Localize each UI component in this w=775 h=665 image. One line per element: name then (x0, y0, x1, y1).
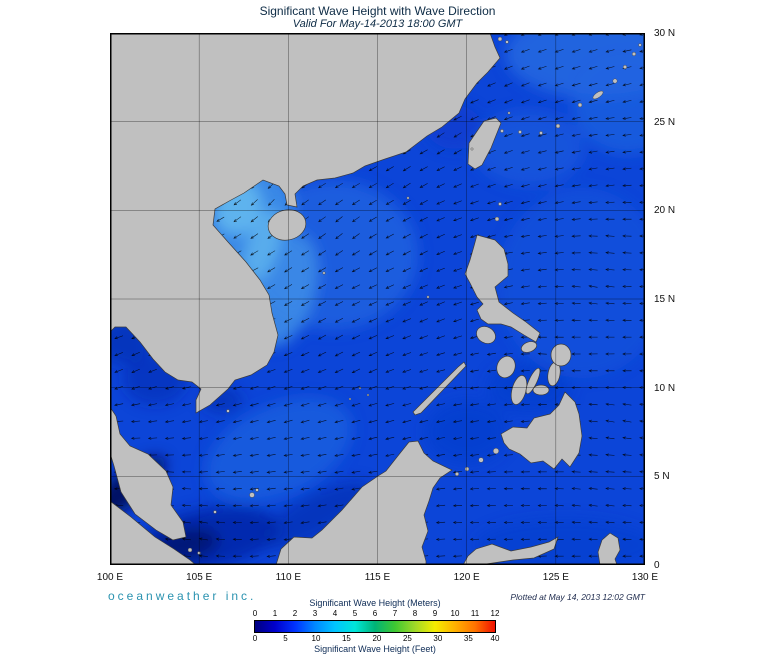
legend-meters-tick: 2 (292, 609, 298, 618)
lon-tick-label: 120 E (453, 572, 480, 583)
lon-tick-label: 125 E (542, 572, 569, 583)
lat-tick-label: 0 (654, 560, 660, 571)
legend-meters-tick: 5 (352, 609, 358, 618)
legend-feet-tick: 15 (341, 634, 351, 643)
lat-tick-label: 15 N (654, 294, 676, 305)
island-borneo (275, 440, 453, 565)
landmass-asia-mainland (110, 33, 501, 414)
legend-meters-tick: 12 (490, 609, 500, 618)
legend-meters-tick: 0 (252, 609, 258, 618)
island-sumatra (110, 500, 197, 565)
island-taiwan (467, 117, 502, 170)
islands-small (187, 36, 642, 555)
legend-title-feet: Significant Wave Height (Feet) (314, 644, 436, 654)
legend-meters-tick: 3 (312, 609, 318, 618)
legend-title-meters: Significant Wave Height (Meters) (309, 598, 441, 608)
map-frame (110, 33, 645, 565)
legend-meters-tick: 9 (432, 609, 438, 618)
legend-meters-tick: 4 (332, 609, 338, 618)
island-mindanao (500, 391, 583, 470)
lat-tick-label: 10 N (654, 382, 676, 394)
landmasses (110, 33, 642, 565)
lat-tick-label: 25 N (654, 116, 676, 128)
lon-tick-label: 100 E (96, 572, 124, 583)
legend-feet-tick: 5 (283, 634, 288, 643)
island-sulawesi-north-arm (462, 536, 559, 565)
legend-meters-tick: 7 (392, 609, 398, 618)
legend-colorbar (254, 620, 496, 633)
island-luzon (464, 234, 541, 343)
legend-feet-tick: 0 (252, 634, 258, 643)
legend-meters-tick: 8 (412, 609, 418, 618)
lon-tick-label: 115 E (364, 572, 391, 583)
wave-map (110, 33, 645, 565)
legend-feet-tick: 35 (463, 634, 473, 643)
oceanweather-brand: oceanweather inc. (108, 589, 257, 603)
island-okinawa (592, 90, 604, 100)
lat-tick-label: 20 N (654, 205, 676, 217)
landmass-malay-peninsula (110, 406, 187, 541)
lat-tick-label: 30 N (654, 28, 676, 39)
lat-tick-label: 5 N (654, 471, 670, 483)
legend-feet-tick: 10 (311, 634, 321, 643)
island-palawan (412, 361, 467, 416)
legend-feet-tick: 40 (490, 634, 500, 643)
legend-feet-tick: 20 (372, 634, 382, 643)
legend-feet-tick: 30 (433, 634, 443, 643)
lon-tick-label: 130 E (631, 572, 659, 583)
legend-meters-ticks: 0 1 2 3 4 5 6 7 8 9 10 11 12 (252, 609, 500, 619)
legend-feet-tick: 25 (402, 634, 412, 643)
valid-time-subtitle: Valid For May-14-2013 18:00 GMT (292, 18, 463, 30)
legend-meters-tick: 6 (372, 609, 378, 618)
lon-tick-label: 105 E (186, 572, 213, 583)
island-halmahera (597, 532, 621, 565)
legend-meters-tick: 1 (272, 609, 278, 618)
lon-tick-label: 110 E (275, 572, 302, 583)
legend-feet-ticks: 0 5 10 15 20 25 30 35 40 (252, 634, 500, 644)
plotted-timestamp: Plotted at May 14, 2013 12:02 GMT (510, 592, 645, 602)
legend-meters-tick: 10 (450, 609, 460, 618)
grid-lines (110, 33, 645, 565)
legend-meters-tick: 11 (470, 609, 480, 618)
page-title: Significant Wave Height with Wave Direct… (259, 4, 496, 18)
